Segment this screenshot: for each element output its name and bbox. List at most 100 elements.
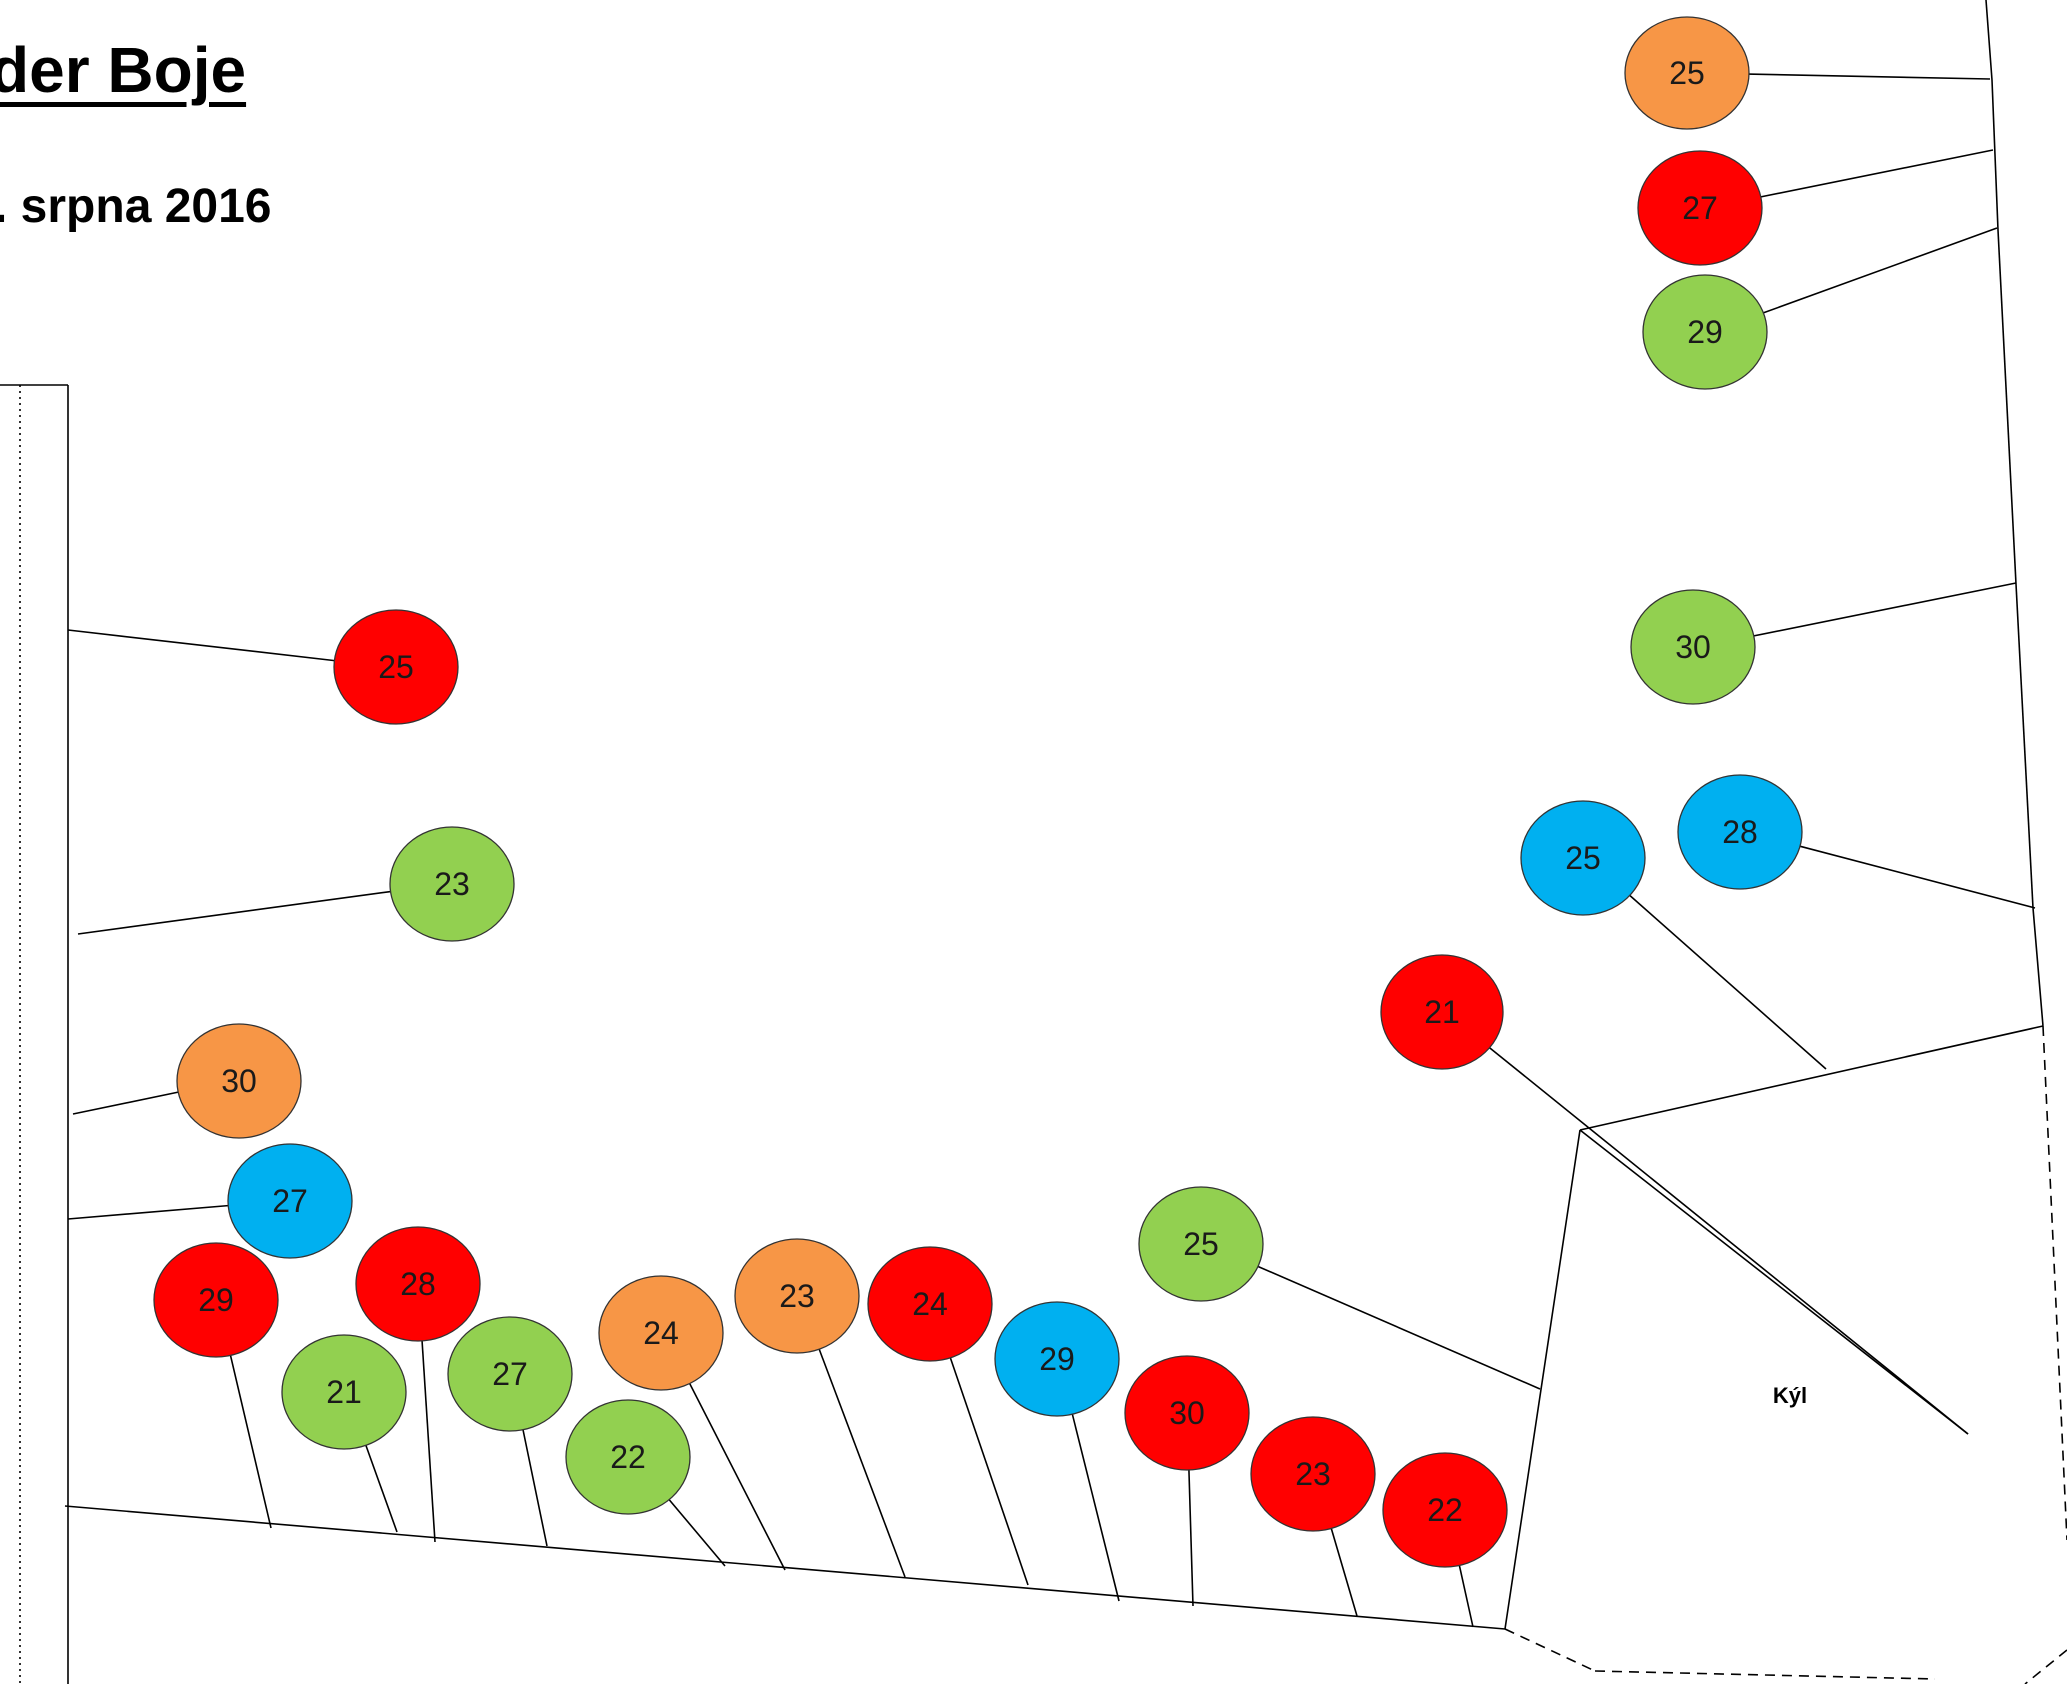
buoy-marker: 29 — [994, 1301, 1120, 1417]
marker-leader-line — [1188, 1468, 1194, 1607]
buoy-number: 24 — [643, 1315, 679, 1351]
buoy-number: 21 — [326, 1374, 362, 1410]
buoy-circle — [734, 1238, 860, 1354]
marker-leader-line — [1759, 149, 1994, 198]
marker-leader-line — [1071, 1412, 1120, 1602]
leader-lines — [67, 73, 2036, 1628]
buoy-circle — [153, 1242, 279, 1358]
marker-leader-line — [1330, 1527, 1358, 1617]
buoy-marker: 24 — [867, 1246, 993, 1362]
structure-line — [1579, 1129, 1969, 1435]
structure-line — [1504, 1628, 1596, 1672]
marker-leader-line — [1256, 1265, 1541, 1390]
buoy-marker: 27 — [227, 1143, 353, 1259]
keel-label: Kýl — [1773, 1383, 1807, 1408]
buoy-circle — [1677, 774, 1803, 890]
buoy-circle — [1380, 954, 1504, 1070]
structure-line — [64, 1505, 1506, 1630]
marker-leader-line — [229, 1354, 272, 1529]
buoy-number: 22 — [610, 1439, 646, 1475]
buoy-number: 30 — [1169, 1395, 1205, 1431]
buoy-circle — [1520, 800, 1646, 916]
page-title: der Boje — [0, 34, 247, 106]
buoy-circle — [1637, 150, 1763, 266]
buoy-circle — [176, 1023, 302, 1139]
marker-leader-line — [67, 1204, 230, 1220]
marker-leader-line — [1761, 227, 1998, 315]
buoy-circle — [447, 1316, 573, 1432]
marker-leader-line — [1747, 73, 1991, 80]
buoy-marker: 28 — [1677, 774, 1803, 890]
buoy-circle — [1138, 1186, 1264, 1302]
structure-line — [2042, 1025, 2067, 1541]
buoy-number: 29 — [1039, 1341, 1075, 1377]
buoy-circle — [227, 1143, 353, 1259]
buoy-circle — [1382, 1452, 1508, 1568]
buoy-number: 27 — [492, 1356, 528, 1392]
buoy-circle — [867, 1246, 993, 1362]
buoy-number: 29 — [198, 1282, 234, 1318]
buoy-circle — [994, 1301, 1120, 1417]
buoy-marker: 27 — [1637, 150, 1763, 266]
buoy-marker: 23 — [734, 1238, 860, 1354]
buoy-marker: 23 — [389, 826, 515, 942]
structure-line — [1985, 0, 1993, 81]
buoy-marker: 25 — [333, 609, 459, 725]
buoy-marker: 30 — [1630, 589, 1756, 705]
buoy-circle — [1250, 1416, 1376, 1532]
marker-leader-line — [1488, 1046, 1969, 1435]
marker-leader-line — [67, 629, 336, 662]
buoy-number: 25 — [1183, 1226, 1219, 1262]
structure-line — [1991, 79, 1999, 231]
buoy-number: 24 — [912, 1286, 948, 1322]
marker-leader-line — [77, 890, 392, 935]
structure-line — [1504, 1129, 1581, 1630]
buoy-marker: 29 — [153, 1242, 279, 1358]
buoy-number: 27 — [272, 1183, 308, 1219]
marker-leader-line — [421, 1339, 436, 1543]
buoy-number: 23 — [1295, 1456, 1331, 1492]
buoy-marker: 27 — [447, 1316, 573, 1432]
buoy-circle — [389, 826, 515, 942]
buoy-number: 30 — [221, 1063, 257, 1099]
buoy-circle — [598, 1275, 724, 1391]
structure-line — [1579, 1025, 2044, 1131]
buoy-marker: 22 — [1382, 1452, 1508, 1568]
marker-leader-line — [949, 1356, 1029, 1586]
page-subtitle: . srpna 2016 — [0, 180, 272, 233]
buoy-marker: 24 — [598, 1275, 724, 1391]
buoy-marker: 21 — [1380, 954, 1504, 1070]
buoy-marker: 30 — [1124, 1355, 1250, 1471]
buoy-circle — [1624, 16, 1750, 130]
buoy-number: 21 — [1424, 994, 1460, 1030]
buoy-marker: 25 — [1138, 1186, 1264, 1302]
structure-line — [2015, 583, 2034, 909]
buoy-number: 23 — [779, 1278, 815, 1314]
buoy-marker: 22 — [565, 1399, 691, 1515]
buoy-circle — [333, 609, 459, 725]
marker-leader-line — [1752, 582, 2017, 637]
buoy-number: 28 — [400, 1266, 436, 1302]
buoy-marker: 29 — [1642, 274, 1768, 390]
buoy-number: 25 — [1565, 840, 1601, 876]
buoy-marker: 25 — [1520, 800, 1646, 916]
buoy-number: 28 — [1722, 814, 1758, 850]
buoy-number: 29 — [1687, 314, 1723, 350]
buoy-marker: 28 — [355, 1226, 481, 1342]
marker-leader-line — [521, 1428, 548, 1547]
buoy-circle — [281, 1334, 407, 1450]
buoy-marker: 23 — [1250, 1416, 1376, 1532]
marker-circles: 25 27 29 30 28 25 21 25 23 30 27 29 28 21 27 22 24 23 24 29… — [153, 16, 1803, 1568]
marker-leader-line — [667, 1498, 726, 1567]
marker-leader-line — [818, 1347, 906, 1578]
buoy-number: 30 — [1675, 629, 1711, 665]
marker-leader-line — [1458, 1564, 1474, 1628]
buoy-circle — [355, 1226, 481, 1342]
marker-leader-line — [72, 1091, 180, 1115]
marker-leader-line — [364, 1443, 398, 1533]
buoy-circle — [1630, 589, 1756, 705]
marker-leader-line — [1798, 845, 2036, 909]
